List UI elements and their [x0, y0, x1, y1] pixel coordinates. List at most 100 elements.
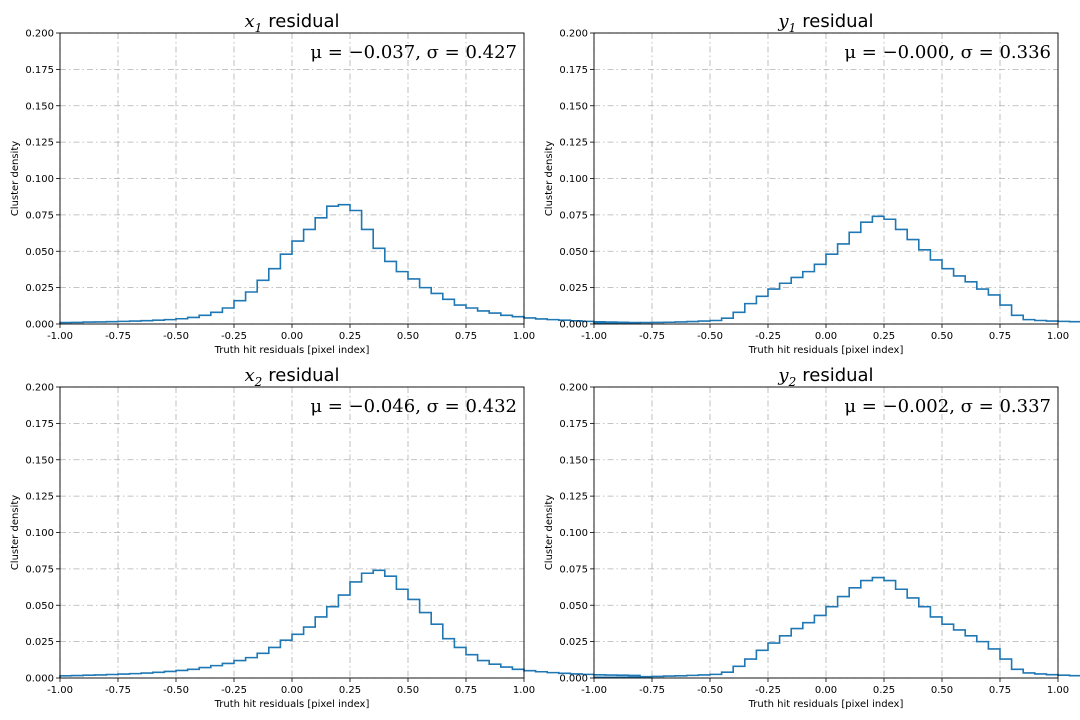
stats-annotation: μ = −0.002, σ = 0.337 [844, 396, 1051, 417]
y-axis-label: Cluster density [10, 495, 21, 570]
stats-annotation: μ = −0.046, σ = 0.432 [310, 396, 517, 417]
y-tick-label: 0.100 [25, 528, 54, 539]
y-tick-label: 0.100 [25, 174, 54, 185]
x-tick-label: 0.25 [339, 331, 361, 342]
y-tick-label: 0.200 [25, 29, 54, 40]
grid [593, 32, 1059, 325]
y-tick-label: 0.050 [559, 601, 588, 612]
panel-y2-residual: y2 residual -1.00 -0.75 -0.50 -0.25 0.00 0.25 0… [544, 365, 1080, 710]
y-tick-label: 0.025 [559, 283, 588, 294]
stats-annotation: μ = −0.000, σ = 0.336 [844, 42, 1051, 63]
y-tick-label: 0.050 [25, 247, 54, 258]
y-tick-label: 0.000 [559, 320, 588, 331]
x-axis: -1.00 -0.75 -0.50 -0.25 0.00 0.25 0.50 0.75 1.00 [47, 324, 535, 342]
x-tick-label: -0.50 [163, 331, 189, 342]
x-tick-label: 0.50 [397, 331, 419, 342]
x-tick-label: -0.50 [697, 685, 723, 696]
x-tick-label: -0.75 [639, 331, 665, 342]
y-tick-label: 0.100 [559, 174, 588, 185]
x-tick-label: -0.25 [755, 685, 781, 696]
chart-title: x1 residual [244, 11, 339, 35]
x-tick-label: 0.75 [989, 685, 1011, 696]
x-tick-label: 0.00 [281, 331, 303, 342]
y-axis: 0.000 0.025 0.050 0.075 0.100 0.125 0.150 0.175… [559, 29, 594, 331]
y-tick-label: 0.000 [25, 674, 54, 685]
y-tick-label: 0.175 [559, 419, 588, 430]
x-tick-label: 1.00 [513, 331, 535, 342]
x-tick-label: 0.50 [397, 685, 419, 696]
y-axis-label: Cluster density [10, 141, 21, 216]
y-tick-label: 0.000 [559, 674, 588, 685]
x-tick-label: -0.25 [221, 331, 247, 342]
histogram-series [593, 215, 1080, 325]
x-axis-label: Truth hit residuals [pixel index] [748, 699, 904, 710]
x-axis-label: Truth hit residuals [pixel index] [214, 345, 370, 356]
y-tick-label: 0.025 [559, 637, 588, 648]
x-axis: -1.00 -0.75 -0.50 -0.25 0.00 0.25 0.50 0.75 1.00 [581, 324, 1069, 342]
x-tick-label: 1.00 [1047, 685, 1069, 696]
y-tick-label: 0.200 [25, 383, 54, 394]
title-variable: y [777, 11, 789, 32]
title-subscript: 2 [254, 375, 263, 389]
y-tick-label: 0.075 [559, 210, 588, 221]
y-tick-label: 0.050 [559, 247, 588, 258]
title-subscript: 1 [255, 21, 263, 35]
x-tick-label: 0.25 [873, 331, 895, 342]
y-tick-label: 0.000 [25, 320, 54, 331]
x-axis-label: Truth hit residuals [pixel index] [214, 699, 370, 710]
histogram-series [59, 203, 641, 324]
stats-annotation: μ = −0.037, σ = 0.427 [310, 42, 517, 63]
x-tick-label: 1.00 [1047, 331, 1069, 342]
chart-title: x2 residual [244, 365, 339, 389]
title-variable: x [244, 11, 254, 32]
panel-x1-residual: x1 residual -1.00 -0.75 -0.50 -0.25 0.00 0.25 0… [10, 11, 641, 356]
x-axis-label: Truth hit residuals [pixel index] [748, 345, 904, 356]
y-tick-label: 0.125 [559, 138, 588, 149]
x-tick-label: -0.50 [697, 331, 723, 342]
y-axis-label: Cluster density [544, 495, 555, 570]
y-tick-label: 0.175 [25, 65, 54, 76]
y-tick-label: 0.200 [559, 29, 588, 40]
y-axis: 0.000 0.025 0.050 0.075 0.100 0.125 0.150 0.175… [25, 29, 60, 331]
x-tick-label: -0.75 [105, 685, 131, 696]
x-tick-label: -0.75 [105, 331, 131, 342]
x-tick-label: 0.75 [455, 685, 477, 696]
y-axis: 0.000 0.025 0.050 0.075 0.100 0.125 0.150 0.175… [25, 383, 60, 685]
x-axis: -1.00 -0.75 -0.50 -0.25 0.00 0.25 0.50 0.75 1.00 [47, 678, 535, 696]
y-tick-label: 0.100 [559, 528, 588, 539]
title-rest: residual [802, 11, 873, 32]
x-tick-label: 0.00 [815, 685, 837, 696]
x-tick-label: -1.00 [581, 331, 607, 342]
x-tick-label: -0.75 [639, 685, 665, 696]
x-tick-label: -0.25 [221, 685, 247, 696]
title-rest: residual [802, 365, 873, 386]
x-tick-label: 1.00 [513, 685, 535, 696]
x-tick-label: 0.50 [931, 331, 953, 342]
title-subscript: 1 [789, 21, 797, 35]
chart-title: y1 residual [777, 11, 873, 35]
title-variable: x [244, 365, 254, 386]
y-tick-label: 0.125 [25, 138, 54, 149]
x-tick-label: 0.75 [989, 331, 1011, 342]
x-tick-label: 0.25 [339, 685, 361, 696]
x-tick-label: 0.00 [815, 331, 837, 342]
y-tick-label: 0.125 [25, 492, 54, 503]
x-tick-label: 0.00 [281, 685, 303, 696]
y-tick-label: 0.150 [25, 101, 54, 112]
y-tick-label: 0.025 [25, 637, 54, 648]
title-rest: residual [268, 365, 339, 386]
y-tick-label: 0.150 [25, 455, 54, 466]
x-tick-label: 0.50 [931, 685, 953, 696]
histogram-series [593, 576, 1080, 679]
x-tick-label: 0.25 [873, 685, 895, 696]
y-tick-label: 0.200 [559, 383, 588, 394]
y-axis: 0.000 0.025 0.050 0.075 0.100 0.125 0.150 0.175… [559, 383, 594, 685]
y-tick-label: 0.125 [559, 492, 588, 503]
title-subscript: 2 [788, 375, 797, 389]
title-variable: y [777, 365, 789, 386]
x-tick-label: -1.00 [47, 331, 73, 342]
x-axis: -1.00 -0.75 -0.50 -0.25 0.00 0.25 0.50 0.75 1.00 [581, 678, 1069, 696]
title-rest: residual [268, 11, 339, 32]
y-tick-label: 0.075 [25, 210, 54, 221]
